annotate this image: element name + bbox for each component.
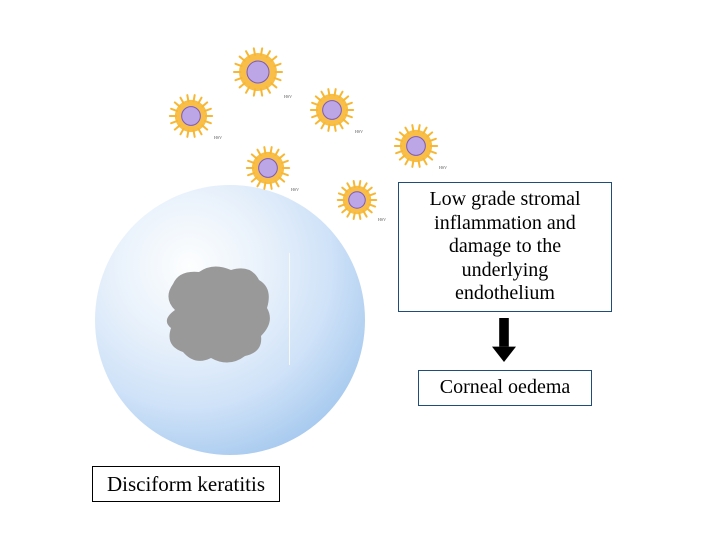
virus-label: HSV (214, 135, 222, 140)
lesion-highlight-line (289, 253, 290, 365)
result-box: Corneal oedema (418, 370, 592, 406)
pathology-description-box: Low grade stromalinflammation anddamage … (398, 182, 612, 312)
down-arrow-icon (492, 318, 516, 362)
disciform-lesion (155, 258, 275, 366)
diagram-canvas: HSV HSV HSV HSV HSV HSV Low grade stromalinfl… (0, 0, 720, 540)
virus-label: HSV (439, 165, 447, 170)
diagnosis-caption-box: Disciform keratitis (92, 466, 280, 502)
virus-icon (392, 122, 440, 170)
result-text: Corneal oedema (440, 376, 571, 400)
diagnosis-caption-text: Disciform keratitis (107, 472, 265, 497)
virus-label: HSV (291, 187, 299, 192)
pathology-description-text: Low grade stromalinflammation anddamage … (429, 188, 580, 306)
virus-label: HSV (355, 129, 363, 134)
virus-icon (308, 86, 356, 134)
virus-label: HSV (284, 94, 292, 99)
virus-icon (335, 178, 379, 222)
virus-icon (167, 92, 215, 140)
virus-label: HSV (378, 217, 386, 222)
virus-icon (244, 144, 292, 192)
virus-icon (231, 45, 285, 99)
